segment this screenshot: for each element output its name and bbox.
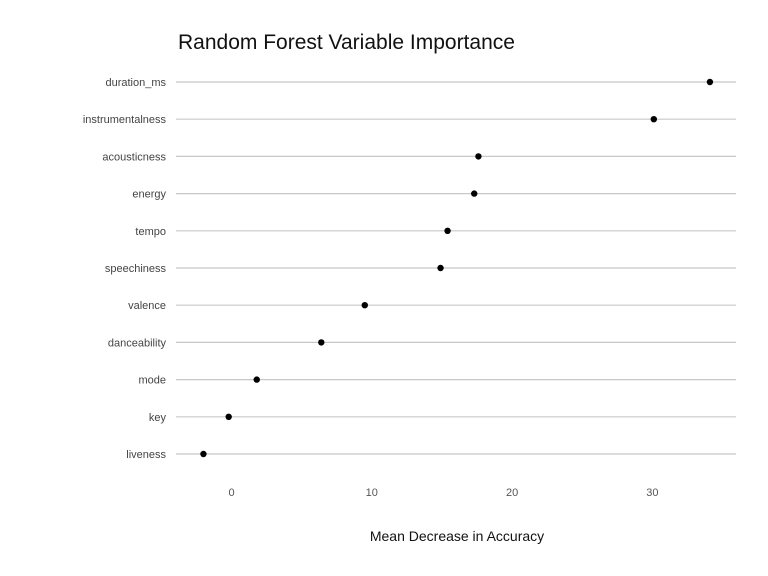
category-label-acousticness: acousticness: [102, 151, 166, 163]
data-point-duration_ms: [706, 78, 714, 86]
category-label-valence: valence: [128, 300, 166, 312]
x-tick-label-30: 30: [646, 487, 658, 499]
category-labels: duration_ms instrumentalness acousticness e…: [83, 77, 167, 461]
data-point-mode: [253, 376, 260, 383]
category-label-speechiness: speechiness: [105, 263, 167, 275]
x-tick-label-0: 0: [228, 487, 234, 499]
data-point-instrumentalness: [650, 116, 658, 123]
category-label-danceability: danceability: [108, 337, 167, 349]
data-points: [200, 78, 714, 458]
x-tick-label-10: 10: [366, 487, 378, 499]
grid-lines: [176, 81, 736, 455]
category-label-energy: energy: [132, 189, 166, 201]
data-point-acousticness: [475, 153, 482, 160]
category-label-tempo: tempo: [135, 226, 166, 238]
category-label-duration_ms: duration_ms: [105, 77, 166, 89]
data-point-energy: [471, 190, 478, 197]
data-point-speechiness: [437, 264, 444, 272]
x-axis-ticks: 0 10 20 30: [228, 487, 658, 499]
x-axis-title: Mean Decrease in Accuracy: [370, 528, 544, 544]
data-point-liveness: [200, 450, 207, 458]
category-label-instrumentalness: instrumentalness: [83, 114, 167, 126]
category-label-key: key: [149, 412, 167, 424]
data-point-key: [225, 413, 232, 420]
data-point-valence: [361, 302, 368, 309]
data-point-danceability: [318, 339, 325, 346]
x-tick-label-20: 20: [506, 487, 518, 499]
category-label-liveness: liveness: [126, 449, 166, 461]
chart-title: Random Forest Variable Importance: [178, 31, 515, 54]
category-label-mode: mode: [138, 375, 166, 387]
data-point-tempo: [444, 227, 451, 234]
